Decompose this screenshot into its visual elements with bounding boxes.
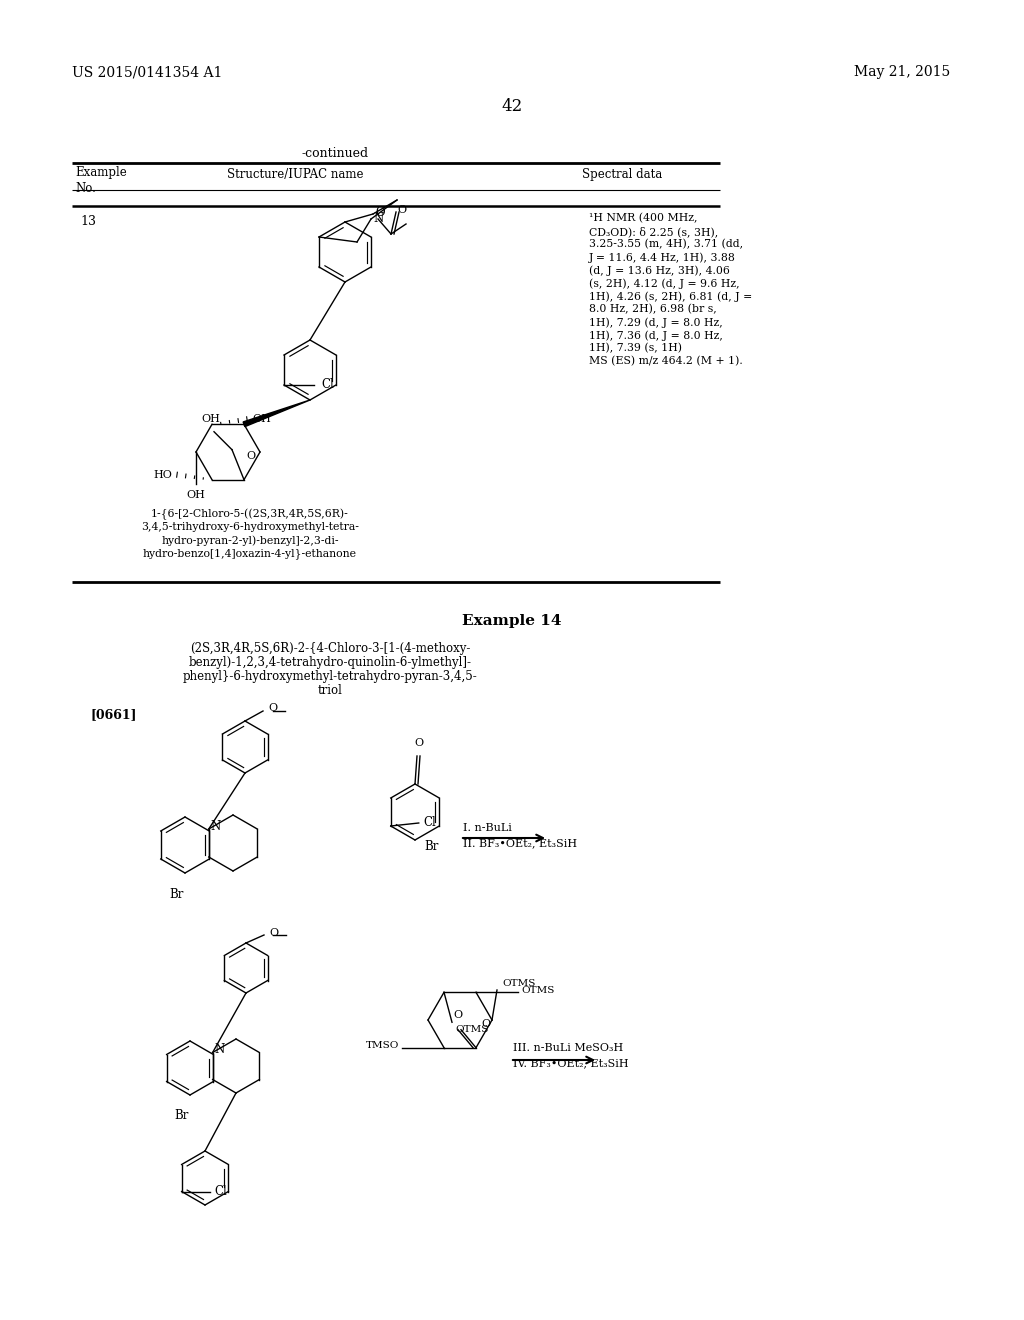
Text: O: O xyxy=(375,206,385,219)
Text: TMSO: TMSO xyxy=(366,1041,399,1051)
Text: hydro-pyran-2-yl)-benzyl]-2,3-di-: hydro-pyran-2-yl)-benzyl]-2,3-di- xyxy=(161,535,339,545)
Text: triol: triol xyxy=(317,684,342,697)
Text: 3.25-3.55 (m, 4H), 3.71 (dd,: 3.25-3.55 (m, 4H), 3.71 (dd, xyxy=(589,239,743,249)
Text: May 21, 2015: May 21, 2015 xyxy=(854,65,950,79)
Text: Br: Br xyxy=(175,1109,189,1122)
Text: US 2015/0141354 A1: US 2015/0141354 A1 xyxy=(72,65,222,79)
Text: O: O xyxy=(268,704,278,713)
Text: O: O xyxy=(415,738,424,748)
Text: MS (ES) m/z 464.2 (M + 1).: MS (ES) m/z 464.2 (M + 1). xyxy=(589,356,742,367)
Text: N: N xyxy=(211,820,221,833)
Text: Example
No.: Example No. xyxy=(75,166,127,195)
Text: (d, J = 13.6 Hz, 3H), 4.06: (d, J = 13.6 Hz, 3H), 4.06 xyxy=(589,265,730,276)
Text: II. BF₃•OEt₂, Et₃SiH: II. BF₃•OEt₂, Et₃SiH xyxy=(463,838,578,847)
Text: O: O xyxy=(397,205,407,215)
Text: O: O xyxy=(481,1019,490,1028)
Text: [0661]: [0661] xyxy=(90,708,136,721)
Text: 8.0 Hz, 2H), 6.98 (br s,: 8.0 Hz, 2H), 6.98 (br s, xyxy=(589,304,717,314)
Text: phenyl}-6-hydroxymethyl-tetrahydro-pyran-3,4,5-: phenyl}-6-hydroxymethyl-tetrahydro-pyran… xyxy=(182,671,477,682)
Text: 3,4,5-trihydroxy-6-hydroxymethyl-tetra-: 3,4,5-trihydroxy-6-hydroxymethyl-tetra- xyxy=(141,521,359,532)
Text: 1H), 7.29 (d, J = 8.0 Hz,: 1H), 7.29 (d, J = 8.0 Hz, xyxy=(589,317,723,327)
Text: III. n-BuLi MeSO₃H: III. n-BuLi MeSO₃H xyxy=(513,1043,624,1053)
Polygon shape xyxy=(243,400,310,426)
Text: I. n-BuLi: I. n-BuLi xyxy=(463,822,512,833)
Text: -continued: -continued xyxy=(301,147,369,160)
Text: IV. BF₃•OEt₂, Et₃SiH: IV. BF₃•OEt₂, Et₃SiH xyxy=(513,1059,629,1068)
Text: (s, 2H), 4.12 (d, J = 9.6 Hz,: (s, 2H), 4.12 (d, J = 9.6 Hz, xyxy=(589,279,739,289)
Text: Cl: Cl xyxy=(424,817,436,829)
Text: N: N xyxy=(374,213,384,226)
Text: OH: OH xyxy=(186,490,206,500)
Text: HO: HO xyxy=(154,470,172,479)
Text: OH: OH xyxy=(202,413,220,424)
Text: Spectral data: Spectral data xyxy=(582,168,663,181)
Text: OTMS: OTMS xyxy=(502,979,536,989)
Text: 13: 13 xyxy=(80,215,96,228)
Text: 42: 42 xyxy=(502,98,522,115)
Text: benzyl)-1,2,3,4-tetrahydro-quinolin-6-ylmethyl]-: benzyl)-1,2,3,4-tetrahydro-quinolin-6-yl… xyxy=(188,656,471,669)
Text: Cl: Cl xyxy=(321,379,334,392)
Text: O: O xyxy=(269,928,279,939)
Text: CD₃OD): δ 2.25 (s, 3H),: CD₃OD): δ 2.25 (s, 3H), xyxy=(589,226,718,236)
Text: 1H), 7.39 (s, 1H): 1H), 7.39 (s, 1H) xyxy=(589,343,682,354)
Text: O: O xyxy=(454,1010,463,1020)
Text: 1H), 4.26 (s, 2H), 6.81 (d, J =: 1H), 4.26 (s, 2H), 6.81 (d, J = xyxy=(589,290,753,301)
Text: hydro-benzo[1,4]oxazin-4-yl}-ethanone: hydro-benzo[1,4]oxazin-4-yl}-ethanone xyxy=(143,548,357,558)
Text: Cl: Cl xyxy=(215,1185,227,1199)
Text: J = 11.6, 4.4 Hz, 1H), 3.88: J = 11.6, 4.4 Hz, 1H), 3.88 xyxy=(589,252,736,263)
Text: Structure/IUPAC name: Structure/IUPAC name xyxy=(226,168,364,181)
Text: Br: Br xyxy=(424,840,438,853)
Text: OTMS: OTMS xyxy=(521,986,554,995)
Text: (2S,3R,4R,5S,6R)-2-{4-Chloro-3-[1-(4-methoxy-: (2S,3R,4R,5S,6R)-2-{4-Chloro-3-[1-(4-met… xyxy=(189,642,470,655)
Text: OH: OH xyxy=(252,414,271,424)
Text: 1-{6-[2-Chloro-5-((2S,3R,4R,5S,6R)-: 1-{6-[2-Chloro-5-((2S,3R,4R,5S,6R)- xyxy=(152,510,349,520)
Text: Br: Br xyxy=(170,888,184,902)
Text: OTMS: OTMS xyxy=(455,1026,488,1035)
Text: Example 14: Example 14 xyxy=(462,614,562,628)
Text: ¹H NMR (400 MHz,: ¹H NMR (400 MHz, xyxy=(589,213,697,223)
Text: O: O xyxy=(247,451,256,461)
Text: 1H), 7.36 (d, J = 8.0 Hz,: 1H), 7.36 (d, J = 8.0 Hz, xyxy=(589,330,723,341)
Text: N: N xyxy=(214,1043,224,1056)
